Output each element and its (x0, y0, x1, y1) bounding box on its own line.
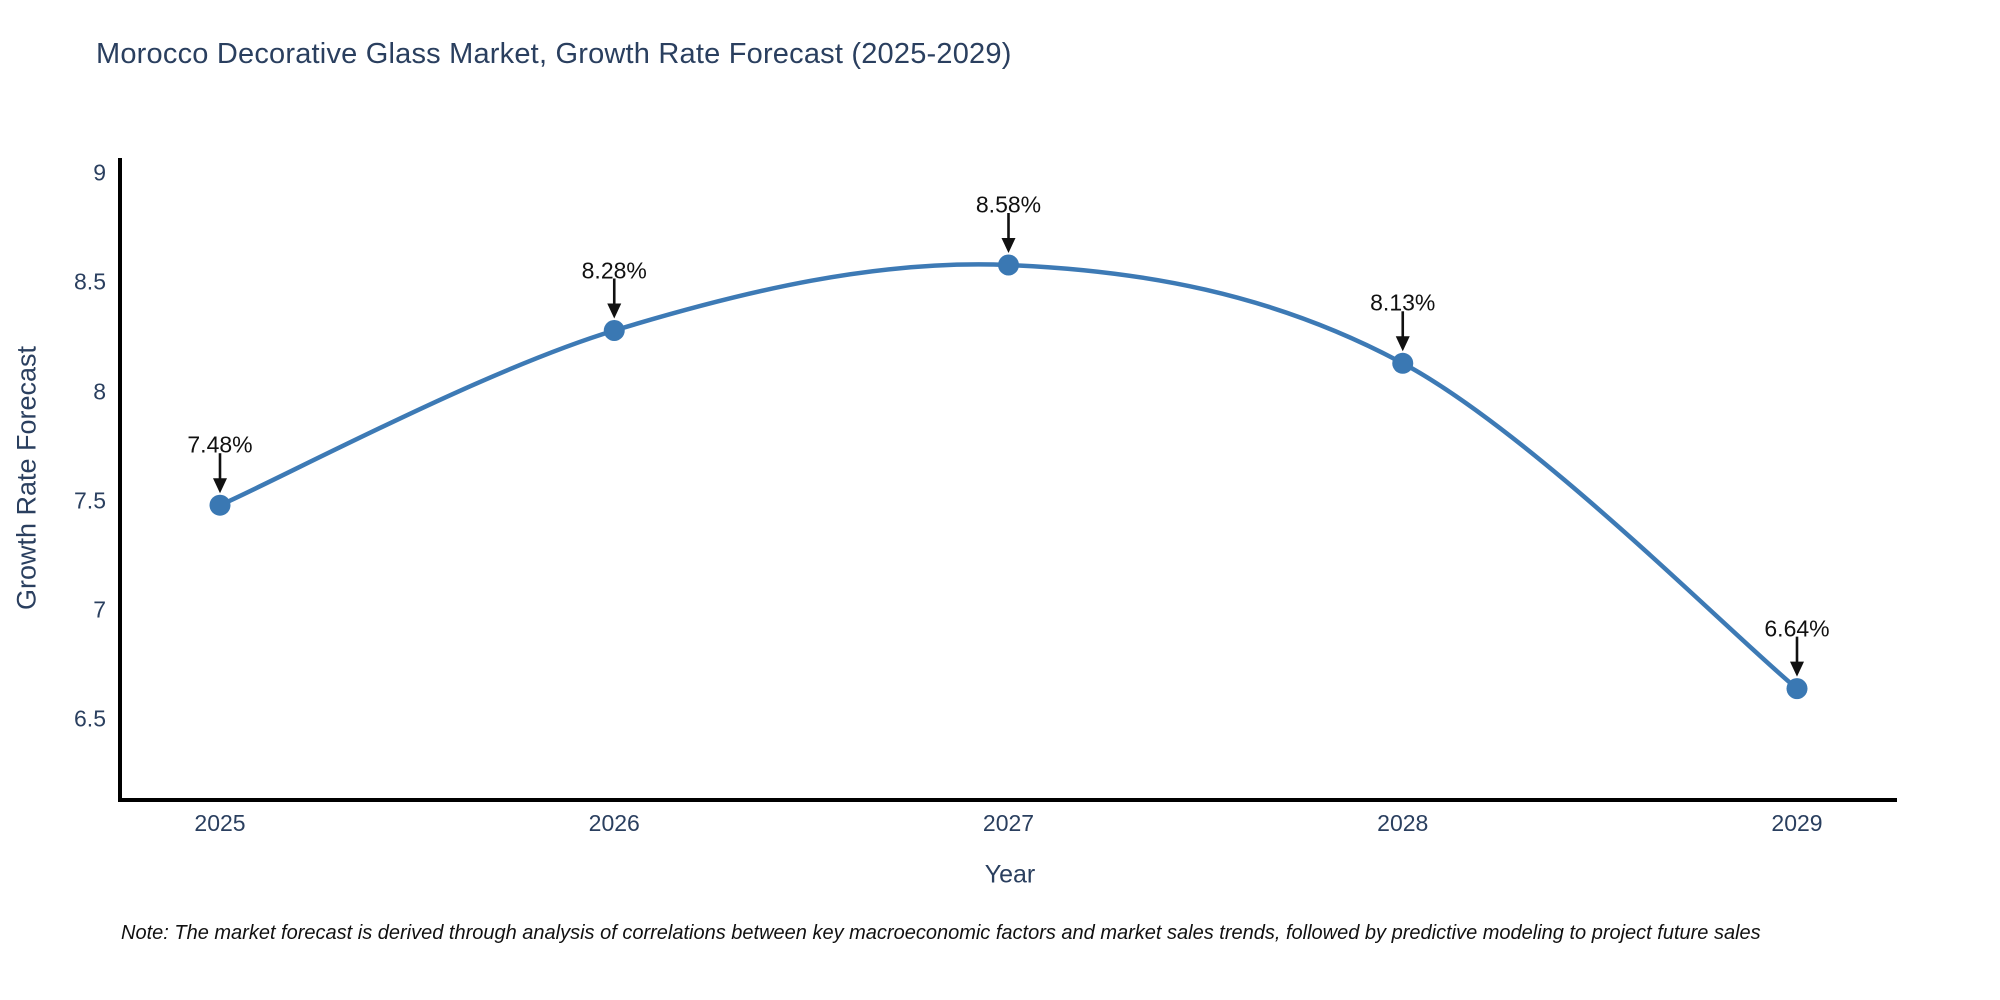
data-point-label: 8.28% (581, 257, 647, 283)
y-tick-label: 9 (93, 159, 106, 186)
data-point-marker (209, 494, 231, 516)
data-point-marker (998, 254, 1019, 276)
data-point-label: 7.48% (187, 431, 253, 458)
forecast-line (217, 262, 1800, 691)
chart-note: Note: The market forecast is derived thr… (121, 922, 1761, 944)
y-tick-label: 7.5 (74, 487, 106, 514)
annotation-arrowhead-icon (607, 303, 622, 319)
annotation-arrowhead-icon (1001, 238, 1016, 253)
y-tick-label: 8.5 (74, 268, 106, 295)
y-tick-label: 7 (93, 596, 106, 623)
annotation-arrowhead-icon (1395, 336, 1410, 352)
data-point-marker (603, 320, 625, 342)
x-tick-label: 2026 (588, 810, 640, 836)
x-axis-title: Year (984, 860, 1036, 889)
y-tick-label: 6.5 (74, 705, 106, 732)
data-point-label: 8.13% (1370, 289, 1436, 316)
x-tick-label: 2025 (194, 810, 246, 836)
y-tick-label: 8 (93, 378, 106, 405)
data-point-marker (1786, 678, 1808, 700)
annotation-arrowhead-icon (213, 478, 227, 494)
chart-title: Morocco Decorative Glass Market, Growth … (96, 38, 1012, 70)
data-point-label: 6.64% (1764, 615, 1830, 642)
x-tick-label: 2028 (1377, 810, 1429, 836)
x-tick-label: 2027 (982, 810, 1035, 836)
x-tick-label: 2029 (1771, 810, 1823, 836)
annotation-arrowhead-icon (1790, 661, 1804, 677)
data-point-label: 8.58% (975, 191, 1042, 218)
data-point-marker (1392, 352, 1414, 374)
